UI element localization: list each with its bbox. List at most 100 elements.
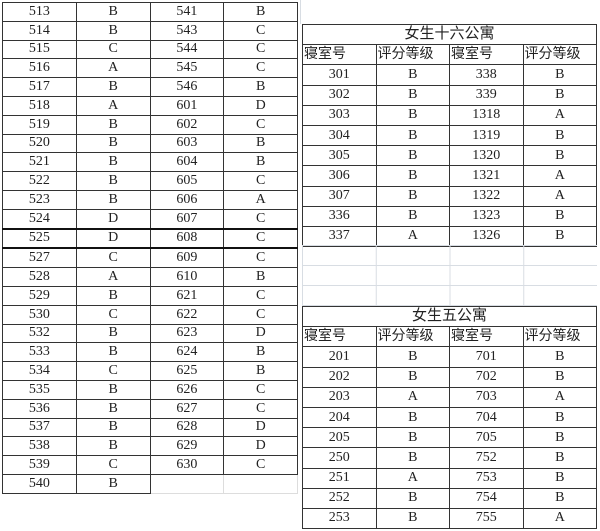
- room-number-cell: [149, 473, 225, 494]
- table-row: 201 B 701 B: [302, 346, 597, 368]
- table-row: 528 A 610 B: [2, 267, 298, 287]
- grade-cell: B: [75, 285, 151, 306]
- grade-cell: B: [522, 205, 597, 227]
- grade-cell: D: [223, 95, 298, 116]
- room-number-cell: 628: [149, 417, 225, 438]
- header-grade: 评分等级: [375, 44, 450, 66]
- grade-cell: C: [223, 247, 298, 269]
- table-row: 534 C 625 B: [2, 361, 298, 381]
- dorm5-title: 女生五公寓: [302, 305, 597, 328]
- grade-cell: A: [522, 507, 597, 530]
- table-row: 517 B 546 B: [2, 77, 298, 97]
- table-row: 204 B 704 B: [302, 406, 597, 429]
- room-number-cell: 515: [2, 39, 77, 60]
- grade-cell: B: [75, 114, 151, 135]
- grade-cell: B: [223, 77, 298, 97]
- room-number-cell: 626: [149, 379, 225, 400]
- table-row: 514 B 543 C: [2, 20, 298, 41]
- table-row: 530 C 622 C: [2, 304, 298, 325]
- table-row: 513 B 541 B: [2, 2, 298, 22]
- grade-cell: B: [375, 205, 450, 227]
- grade-cell: B: [522, 467, 597, 489]
- table-row: 205 B 705 B: [302, 427, 597, 449]
- grade-cell: A: [375, 225, 450, 248]
- table-row: 539 C 630 C: [2, 455, 298, 475]
- table-row: 533 B 624 B: [2, 342, 298, 363]
- grade-cell: B: [375, 64, 450, 86]
- grade-cell: B: [223, 342, 298, 363]
- room-number-cell: 535: [2, 379, 77, 400]
- room-number-cell: 522: [2, 171, 77, 191]
- grade-cell: B: [375, 104, 450, 126]
- room-number-cell: 536: [2, 398, 77, 419]
- grade-cell: B: [522, 487, 597, 509]
- room-number-cell: 532: [2, 323, 77, 344]
- room-number-cell: 1322: [449, 185, 524, 207]
- grade-cell: A: [75, 95, 151, 116]
- grade-cell: B: [522, 124, 597, 147]
- room-number-cell: 544: [149, 39, 225, 60]
- grade-cell: B: [75, 436, 151, 457]
- grade-cell: C: [223, 304, 298, 325]
- room-number-cell: 521: [2, 152, 77, 173]
- room-number-cell: 201: [302, 346, 377, 368]
- grade-cell: B: [375, 124, 450, 147]
- room-number-cell: 603: [149, 133, 225, 154]
- room-number-cell: 516: [2, 58, 77, 79]
- table-row: 253 B 755 A: [302, 507, 597, 530]
- room-number-cell: 546: [149, 77, 225, 97]
- grade-cell: C: [223, 171, 298, 191]
- grade-cell: B: [75, 398, 151, 419]
- grade-cell: C: [75, 455, 151, 475]
- room-number-cell: 541: [149, 2, 225, 22]
- grade-cell: B: [75, 133, 151, 154]
- left-grade-table: 513 B 541 B 514 B 543 C 515 C 544 C 516 A 545 C 517 B 546 B…: [2, 2, 298, 494]
- table-row: 252 B 754 B: [302, 487, 597, 509]
- grade-cell: B: [522, 427, 597, 449]
- grade-cell: A: [223, 189, 298, 210]
- table-row: 535 B 626 C: [2, 379, 298, 400]
- table-row: 519 B 602 C: [2, 114, 298, 135]
- grade-cell: B: [375, 165, 450, 187]
- room-number-cell: 338: [449, 64, 524, 86]
- grade-cell: A: [522, 165, 597, 187]
- grade-cell: B: [75, 473, 151, 494]
- grade-cell: A: [522, 386, 597, 408]
- room-number-cell: 605: [149, 171, 225, 191]
- room-number-cell: 336: [302, 205, 377, 227]
- room-number-cell: 1319: [449, 124, 524, 147]
- table-row: 516 A 545 C: [2, 58, 298, 79]
- table-row: 525 D 608 C: [2, 228, 298, 250]
- grade-cell: B: [522, 366, 597, 388]
- room-number-cell: 305: [302, 145, 377, 167]
- grade-cell: A: [522, 185, 597, 207]
- room-number-cell: 301: [302, 64, 377, 86]
- room-number-cell: 203: [302, 386, 377, 408]
- header-room: 寝室号: [449, 326, 524, 348]
- grade-cell: C: [223, 455, 298, 475]
- room-number-cell: 753: [449, 467, 524, 489]
- table-row: 307 B 1322 A: [302, 185, 597, 207]
- room-number-cell: 752: [449, 447, 524, 469]
- grade-cell: B: [375, 84, 450, 106]
- grade-cell: A: [375, 467, 450, 489]
- room-number-cell: 604: [149, 152, 225, 173]
- header-room: 寝室号: [449, 44, 524, 66]
- table-row: 524 D 607 C: [2, 208, 298, 230]
- table-row: 306 B 1321 A: [302, 165, 597, 187]
- table-row: 250 B 752 B: [302, 447, 597, 469]
- grade-cell: C: [223, 285, 298, 306]
- grade-cell: B: [375, 447, 450, 469]
- grade-cell: C: [223, 20, 298, 41]
- room-number-cell: 1326: [449, 225, 524, 248]
- grade-cell: B: [75, 20, 151, 41]
- grade-cell: B: [223, 361, 298, 381]
- room-number-cell: 250: [302, 447, 377, 469]
- table-row: 304 B 1319 B: [302, 124, 597, 147]
- grade-cell: B: [375, 487, 450, 509]
- grade-cell: C: [75, 247, 151, 269]
- room-number-cell: 624: [149, 342, 225, 363]
- grade-cell: B: [522, 447, 597, 469]
- grade-cell: B: [522, 64, 597, 86]
- table-row: 538 B 629 D: [2, 436, 298, 457]
